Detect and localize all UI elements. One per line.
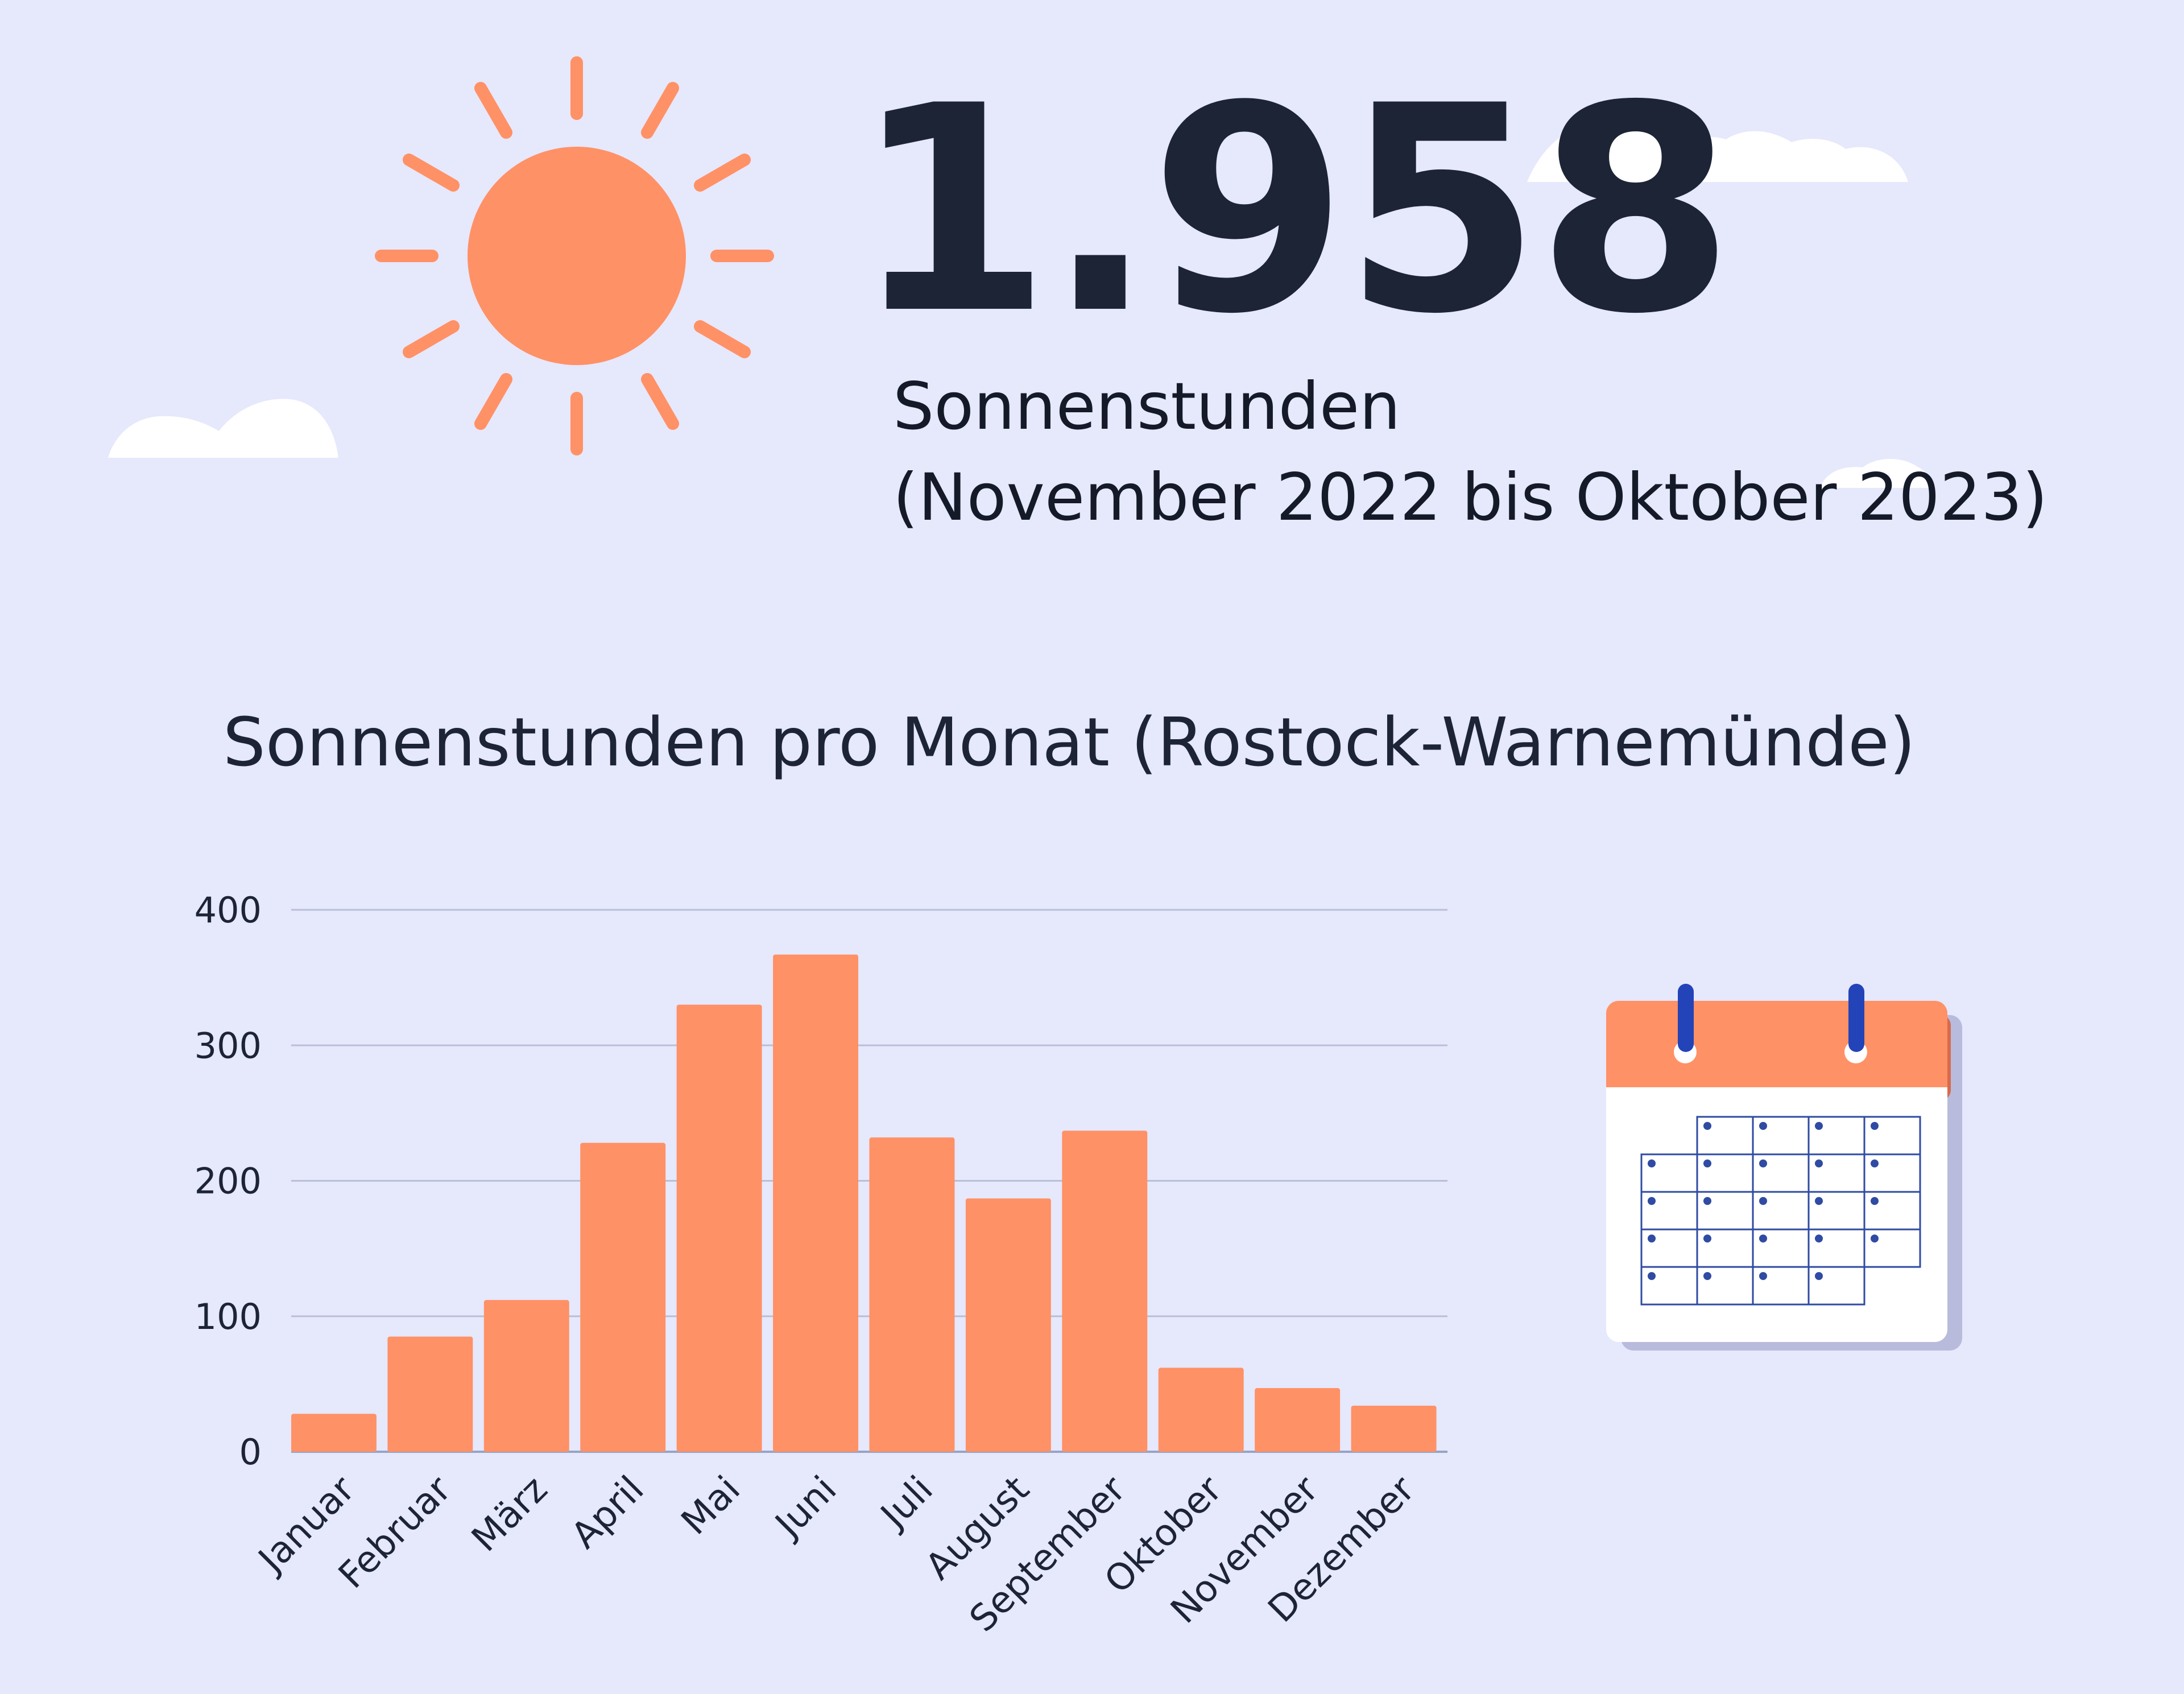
calendar-dot bbox=[1815, 1197, 1823, 1205]
x-tick-label: Juni bbox=[766, 1468, 845, 1547]
calendar-dot bbox=[1815, 1272, 1823, 1280]
calendar-dot bbox=[1703, 1122, 1711, 1130]
calendar-dot bbox=[1871, 1235, 1879, 1242]
bar-dezember bbox=[1351, 1405, 1437, 1452]
calendar-cell bbox=[1807, 1266, 1866, 1306]
calendar-cell bbox=[1863, 1228, 1921, 1268]
calendar-dot bbox=[1759, 1159, 1767, 1167]
bar-februar bbox=[387, 1336, 473, 1452]
calendar-dot bbox=[1815, 1159, 1823, 1167]
y-tick-label: 100 bbox=[195, 1296, 262, 1337]
y-tick-label: 400 bbox=[195, 889, 262, 931]
total-sunshine-hours: 1.958 bbox=[853, 45, 1735, 376]
calendar-dot bbox=[1871, 1122, 1879, 1130]
cloud-icon bbox=[1820, 459, 1934, 488]
calendar-dot bbox=[1648, 1272, 1656, 1280]
bar-august bbox=[965, 1198, 1051, 1452]
calendar-dot bbox=[1648, 1197, 1656, 1205]
total-sunshine-label-line1: Sonnenstunden bbox=[893, 368, 1401, 444]
calendar-dot bbox=[1648, 1159, 1656, 1167]
calendar-dot bbox=[1703, 1197, 1711, 1205]
cloud-icon bbox=[1527, 120, 1908, 182]
bar-mai bbox=[676, 1004, 762, 1452]
bar-juni bbox=[773, 954, 859, 1452]
calendar-dot bbox=[1759, 1122, 1767, 1130]
bar-april bbox=[580, 1142, 666, 1452]
bar-oktober bbox=[1158, 1368, 1244, 1452]
calendar-dot bbox=[1703, 1235, 1711, 1242]
calendar-dot bbox=[1759, 1272, 1767, 1280]
x-tick-label: März bbox=[464, 1468, 556, 1560]
y-tick-label: 200 bbox=[195, 1161, 262, 1202]
cloud-icon bbox=[108, 399, 338, 458]
calendar-dot bbox=[1871, 1159, 1879, 1167]
y-tick-label: 0 bbox=[239, 1431, 262, 1473]
x-tick-label: Mai bbox=[673, 1468, 748, 1543]
calendar-dot bbox=[1703, 1272, 1711, 1280]
x-tick-label: April bbox=[564, 1468, 652, 1557]
calendar-dot bbox=[1815, 1122, 1823, 1130]
chart-title: Sonnenstunden pro Monat (Rostock-Warnemü… bbox=[223, 703, 1916, 781]
total-sunshine-label: Sonnenstunden (November 2022 bis Oktober… bbox=[893, 361, 2048, 543]
total-sunshine-period: (November 2022 bis Oktober 2023) bbox=[893, 459, 2048, 535]
bar-märz bbox=[483, 1300, 569, 1452]
bar-juli bbox=[869, 1137, 955, 1452]
calendar-dot bbox=[1703, 1159, 1711, 1167]
calendar-dot bbox=[1759, 1197, 1767, 1205]
bar-januar bbox=[291, 1414, 377, 1452]
calendar-dot bbox=[1871, 1197, 1879, 1205]
bar-september bbox=[1062, 1130, 1148, 1452]
sun-icon bbox=[375, 56, 774, 455]
x-tick-label: Juli bbox=[871, 1468, 941, 1538]
calendar-dot bbox=[1759, 1235, 1767, 1242]
calendar-dot bbox=[1648, 1235, 1656, 1242]
calendar-dot bbox=[1815, 1235, 1823, 1242]
bar-november bbox=[1255, 1388, 1341, 1452]
calendar-icon bbox=[1606, 984, 1962, 1351]
y-tick-label: 300 bbox=[195, 1025, 262, 1066]
